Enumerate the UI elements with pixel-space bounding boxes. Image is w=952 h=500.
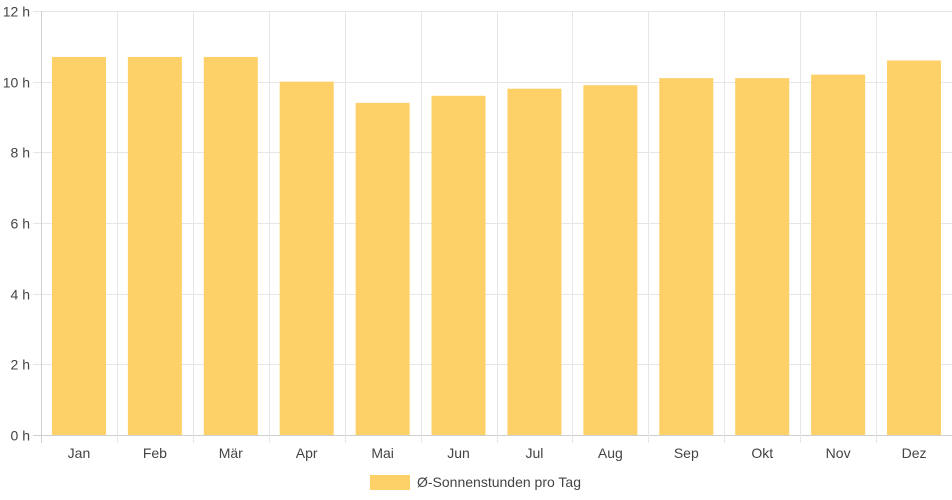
x-tick-label: Dez: [902, 445, 927, 461]
x-tick-label: Jan: [68, 445, 91, 461]
bar-dez[interactable]: [887, 60, 942, 435]
bar-jul[interactable]: [507, 88, 562, 435]
legend-swatch: [370, 475, 410, 490]
y-tick-labels: 0 h 2 h 4 h 6 h 8 h 10 h 12 h: [3, 4, 30, 444]
bar-jan[interactable]: [51, 56, 106, 435]
bar-jun[interactable]: [431, 95, 486, 436]
x-tick-label: Jul: [526, 445, 544, 461]
y-tick-label: 4 h: [11, 287, 30, 303]
bar-mai[interactable]: [355, 102, 410, 435]
y-tick-label: 2 h: [11, 357, 30, 373]
bar-nov[interactable]: [811, 74, 866, 435]
x-tick-label: Sep: [674, 445, 699, 461]
bar-okt[interactable]: [735, 78, 790, 435]
bar-sep[interactable]: [659, 78, 714, 435]
y-tick-label: 10 h: [3, 75, 30, 91]
x-tick-label: Mai: [371, 445, 394, 461]
bar-feb[interactable]: [127, 56, 182, 435]
y-tick-label: 6 h: [11, 216, 30, 232]
x-tick-label: Aug: [598, 445, 623, 461]
y-tick-label: 12 h: [3, 4, 30, 20]
bar-apr[interactable]: [279, 81, 334, 436]
x-tick-label: Mär: [219, 445, 243, 461]
x-tick-labels: Jan Feb Mär Apr Mai Jun Jul Aug Sep Okt Nov Dez: [68, 445, 927, 461]
x-tick-label: Feb: [143, 445, 167, 461]
legend-label: Ø-Sonnenstunden pro Tag: [417, 474, 581, 490]
bar-aug[interactable]: [583, 85, 638, 435]
bar-mär[interactable]: [203, 56, 258, 435]
x-tick-label: Nov: [826, 445, 851, 461]
x-tick-label: Jun: [447, 445, 470, 461]
x-tick-label: Okt: [751, 445, 773, 461]
bars: [51, 56, 942, 436]
y-tick-label: 8 h: [11, 145, 30, 161]
y-tick-label: 0 h: [11, 428, 30, 444]
legend[interactable]: Ø-Sonnenstunden pro Tag: [370, 474, 581, 490]
grid: [33, 11, 952, 443]
x-tick-label: Apr: [296, 445, 318, 461]
